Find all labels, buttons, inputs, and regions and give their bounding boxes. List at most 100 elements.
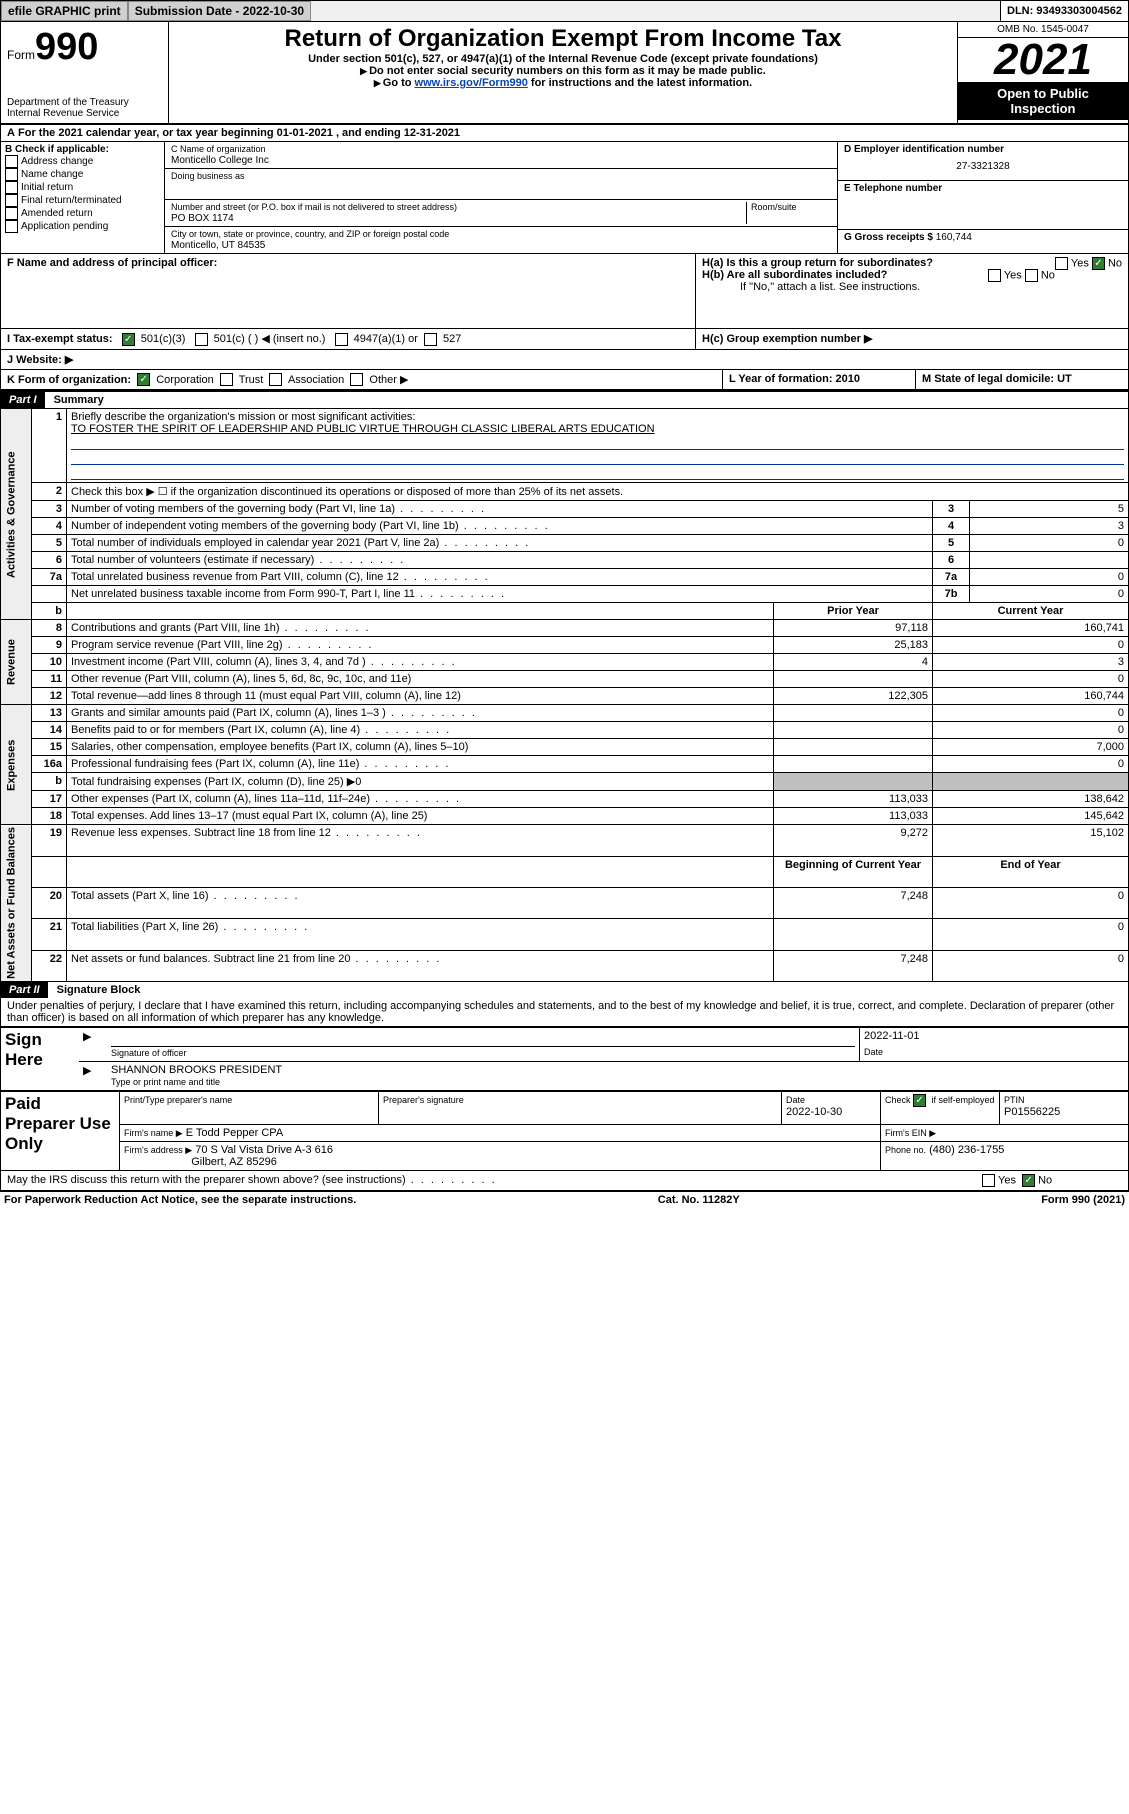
curr-year-hdr: Current Year: [933, 603, 1129, 620]
boy-hdr: Beginning of Current Year: [774, 856, 933, 887]
c11: 0: [933, 671, 1129, 688]
p21: [774, 919, 933, 950]
l14-text: Benefits paid to or for members (Part IX…: [71, 724, 360, 736]
form-header: Form990 Department of the Treasury Inter…: [0, 22, 1129, 125]
sig-declaration: Under penalties of perjury, I declare th…: [0, 998, 1129, 1027]
l7b-text: Net unrelated business taxable income fr…: [71, 588, 415, 600]
l13-text: Grants and similar amounts paid (Part IX…: [71, 707, 386, 719]
c16a: 0: [933, 756, 1129, 773]
org-address: PO BOX 1174: [171, 213, 234, 224]
firm-name-label: Firm's name ▶: [124, 1128, 183, 1138]
eoy-hdr: End of Year: [933, 856, 1129, 887]
discuss-text: May the IRS discuss this return with the…: [7, 1174, 406, 1186]
ha-label: H(a) Is this a group return for subordin…: [702, 257, 933, 269]
l1-text: Briefly describe the organization's miss…: [71, 411, 415, 423]
p10: 4: [774, 654, 933, 671]
summary-table: Activities & Governance 1 Briefly descri…: [0, 408, 1129, 982]
discuss-row: May the IRS discuss this return with the…: [0, 1171, 1129, 1190]
v4: 3: [970, 518, 1129, 535]
firm-addr2: Gilbert, AZ 85296: [191, 1156, 277, 1168]
ptin-label: PTIN: [1004, 1095, 1025, 1105]
v7a: 0: [970, 569, 1129, 586]
p20: 7,248: [774, 887, 933, 918]
org-name: Monticello College Inc: [171, 155, 269, 166]
c17: 138,642: [933, 791, 1129, 808]
irs-link[interactable]: www.irs.gov/Form990: [415, 77, 528, 89]
firm-ein-label: Firm's EIN ▶: [885, 1128, 936, 1138]
phone-label: Phone no.: [885, 1145, 926, 1155]
p17: 113,033: [774, 791, 933, 808]
p8: 97,118: [774, 620, 933, 637]
p9: 25,183: [774, 637, 933, 654]
dba-label: Doing business as: [171, 171, 245, 181]
v6: [970, 552, 1129, 569]
p15: [774, 739, 933, 756]
side-net: Net Assets or Fund Balances: [1, 825, 32, 982]
c18: 145,642: [933, 808, 1129, 825]
d-label: D Employer identification number: [844, 144, 1004, 155]
h-cell: H(a) Is this a group return for subordin…: [696, 254, 1128, 328]
c12: 160,744: [933, 688, 1129, 705]
sign-here-table: Sign Here ▶ Signature of officer 2022-11…: [0, 1027, 1129, 1091]
date-label: Date: [864, 1047, 883, 1057]
ptin-value: P01556225: [1004, 1106, 1060, 1118]
efile-print-button[interactable]: efile GRAPHIC print: [1, 1, 128, 21]
j-block: J Website: ▶: [0, 350, 1129, 370]
header-mid: Return of Organization Exempt From Incom…: [169, 22, 957, 123]
c-name-label: C Name of organization: [171, 144, 266, 154]
info-block: B Check if applicable: Address change Na…: [0, 142, 1129, 254]
sig-date: 2022-11-01: [864, 1030, 1124, 1046]
footer-right: Form 990 (2021): [1041, 1194, 1125, 1206]
c22: 0: [933, 950, 1129, 981]
prep-date: 2022-10-30: [786, 1106, 842, 1118]
v5: 0: [970, 535, 1129, 552]
l2-text: Check this box ▶ ☐ if the organization d…: [67, 483, 1129, 501]
l-label: L Year of formation: 2010: [729, 373, 860, 385]
p16a: [774, 756, 933, 773]
line-a: A For the 2021 calendar year, or tax yea…: [0, 125, 1129, 142]
form-prefix: Form: [7, 48, 35, 62]
firm-addr1: 70 S Val Vista Drive A-3 616: [195, 1144, 333, 1156]
c8: 160,741: [933, 620, 1129, 637]
v3: 5: [970, 501, 1129, 518]
p14: [774, 722, 933, 739]
header-right: OMB No. 1545-0047 2021 Open to PublicIns…: [957, 22, 1128, 123]
mission-text: TO FOSTER THE SPIRIT OF LEADERSHIP AND P…: [71, 423, 655, 435]
l9-text: Program service revenue (Part VIII, line…: [71, 639, 283, 651]
part2-header: Part II Signature Block: [0, 982, 1129, 998]
l7a-text: Total unrelated business revenue from Pa…: [71, 571, 399, 583]
l16a-text: Professional fundraising fees (Part IX, …: [71, 758, 359, 770]
c14: 0: [933, 722, 1129, 739]
col-de: D Employer identification number27-33213…: [838, 142, 1128, 253]
k-label: K Form of organization:: [7, 374, 131, 386]
l18-text: Total expenses. Add lines 13–17 (must eq…: [71, 810, 427, 822]
i-501c3-check: ✓: [122, 333, 135, 346]
p19: 9,272: [774, 825, 933, 856]
b-addr-change: Address change: [21, 156, 93, 167]
l6-text: Total number of volunteers (estimate if …: [71, 554, 314, 566]
l15-text: Salaries, other compensation, employee b…: [71, 741, 468, 753]
room-label: Room/suite: [751, 202, 797, 212]
dept-label: Department of the Treasury: [7, 97, 162, 108]
public-badge: Open to PublicInspection: [958, 82, 1128, 120]
firm-name: E Todd Pepper CPA: [186, 1127, 283, 1139]
c10: 3: [933, 654, 1129, 671]
f-cell: F Name and address of principal officer:: [1, 254, 696, 328]
b-final: Final return/terminated: [21, 195, 122, 206]
side-rev: Revenue: [1, 620, 32, 705]
prior-year-hdr: Prior Year: [774, 603, 933, 620]
phone-value: (480) 236-1755: [929, 1144, 1004, 1156]
l4-text: Number of independent voting members of …: [71, 520, 459, 532]
l11-text: Other revenue (Part VIII, column (A), li…: [71, 673, 411, 685]
l21-text: Total liabilities (Part X, line 26): [71, 921, 218, 933]
hb-label: H(b) Are all subordinates included?: [702, 269, 887, 281]
gross-receipts: 160,744: [936, 232, 972, 243]
header-left: Form990 Department of the Treasury Inter…: [1, 22, 169, 123]
org-city: Monticello, UT 84535: [171, 240, 265, 251]
prep-date-label: Date: [786, 1095, 805, 1105]
submission-date-button[interactable]: Submission Date - 2022-10-30: [128, 1, 311, 21]
c19: 15,102: [933, 825, 1129, 856]
b-name-change: Name change: [21, 169, 83, 180]
part2-title: Signature Block: [51, 984, 141, 996]
paid-preparer-table: Paid Preparer Use Only Print/Type prepar…: [0, 1091, 1129, 1171]
